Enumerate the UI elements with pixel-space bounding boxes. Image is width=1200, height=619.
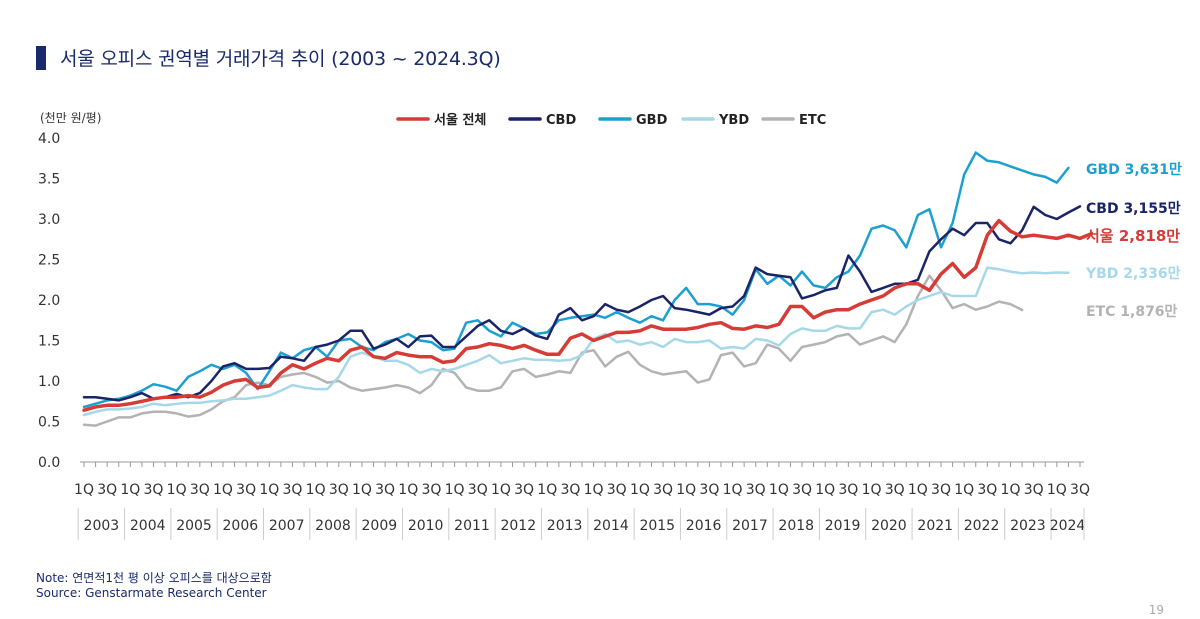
x-year-label: 2020 xyxy=(871,518,907,534)
x-quarter-label: 3Q xyxy=(97,482,117,498)
y-tick-label: 3.0 xyxy=(38,212,60,228)
x-quarter-label: 3Q xyxy=(746,482,766,498)
legend-label: 서울 전체 xyxy=(434,112,486,128)
x-quarter-label: 1Q xyxy=(537,482,557,498)
end-value-label: ETC 1,876만 xyxy=(1086,304,1178,320)
page-title: 서울 오피스 권역별 거래가격 추이 (2003 ~ 2024.3Q) xyxy=(60,48,501,70)
end-value-label: YBD 2,336만 xyxy=(1085,266,1181,282)
x-quarter-label: 3Q xyxy=(931,482,951,498)
y-tick-label: 1.5 xyxy=(38,334,60,350)
x-year-label: 2008 xyxy=(315,518,351,534)
y-tick-label: 0.0 xyxy=(38,455,60,471)
x-year-label: 2022 xyxy=(964,518,1000,534)
x-quarter-label: 1Q xyxy=(815,482,835,498)
x-quarter-label: 3Q xyxy=(421,482,441,498)
x-year-label: 2017 xyxy=(732,518,768,534)
y-tick-label: 4.0 xyxy=(38,131,60,147)
y-unit-label: (천만 원/평) xyxy=(40,110,101,125)
x-quarter-label: 1Q xyxy=(1001,482,1021,498)
y-tick-label: 2.0 xyxy=(38,293,60,309)
x-quarter-label: 3Q xyxy=(1070,482,1090,498)
legend-label: CBD xyxy=(546,113,576,128)
x-quarter-label: 3Q xyxy=(375,482,395,498)
y-tick-label: 3.5 xyxy=(38,172,60,188)
x-quarter-label: 3Q xyxy=(282,482,302,498)
x-quarter-label: 1Q xyxy=(630,482,650,498)
x-quarter-label: 1Q xyxy=(74,482,94,498)
x-quarter-label: 1Q xyxy=(769,482,789,498)
x-quarter-label: 3Q xyxy=(653,482,673,498)
x-year-label: 2009 xyxy=(362,518,398,534)
x-quarter-label: 3Q xyxy=(236,482,256,498)
x-quarter-label: 1Q xyxy=(306,482,326,498)
x-quarter-label: 3Q xyxy=(560,482,580,498)
x-quarter-label: 1Q xyxy=(584,482,604,498)
x-year-label: 2014 xyxy=(593,518,629,534)
x-quarter-label: 3Q xyxy=(329,482,349,498)
series-line-GBD xyxy=(82,151,1070,409)
x-quarter-label: 3Q xyxy=(607,482,627,498)
x-year-label: 2019 xyxy=(825,518,861,534)
x-quarter-label: 1Q xyxy=(1047,482,1067,498)
end-value-label: 서울 2,818만 xyxy=(1086,227,1180,245)
end-value-label: CBD 3,155만 xyxy=(1086,201,1181,217)
x-year-label: 2024 xyxy=(1050,518,1086,534)
x-year-label: 2023 xyxy=(1010,518,1046,534)
series-line-CBD xyxy=(82,205,1082,402)
y-tick-label: 2.5 xyxy=(38,253,60,269)
x-quarter-label: 1Q xyxy=(398,482,418,498)
x-year-label: 2016 xyxy=(686,518,722,534)
x-year-label: 2012 xyxy=(500,518,536,534)
x-quarter-label: 1Q xyxy=(491,482,511,498)
x-year-label: 2021 xyxy=(917,518,953,534)
x-quarter-label: 3Q xyxy=(699,482,719,498)
x-quarter-label: 3Q xyxy=(838,482,858,498)
x-year-label: 2010 xyxy=(408,518,444,534)
x-quarter-label: 1Q xyxy=(908,482,928,498)
x-year-label: 2018 xyxy=(778,518,814,534)
x-quarter-label: 1Q xyxy=(445,482,465,498)
x-quarter-label: 3Q xyxy=(1024,482,1044,498)
title-block: 서울 오피스 권역별 거래가격 추이 (2003 ~ 2024.3Q) xyxy=(36,44,501,71)
x-year-label: 2015 xyxy=(639,518,675,534)
y-tick-label: 0.5 xyxy=(38,415,60,431)
x-quarter-label: 1Q xyxy=(676,482,696,498)
series-line-YBD xyxy=(82,266,1070,417)
x-year-label: 2005 xyxy=(176,518,212,534)
note-text: Note: 연면적1천 평 이상 오피스를 대상으로함 xyxy=(36,571,272,585)
x-year-label: 2006 xyxy=(223,518,259,534)
x-quarter-label: 1Q xyxy=(167,482,187,498)
x-quarter-label: 3Q xyxy=(514,482,534,498)
legend-label: YBD xyxy=(718,113,749,128)
x-quarter-label: 1Q xyxy=(120,482,140,498)
x-quarter-label: 1Q xyxy=(862,482,882,498)
series-line-서울 전체 xyxy=(82,218,1094,412)
page-number: 19 xyxy=(1148,603,1164,617)
source-text: Source: Genstarmate Research Center xyxy=(36,586,267,600)
x-quarter-label: 1Q xyxy=(352,482,372,498)
series-line-ETC xyxy=(82,274,1024,427)
x-quarter-label: 3Q xyxy=(468,482,488,498)
x-quarter-label: 3Q xyxy=(190,482,210,498)
x-quarter-label: 3Q xyxy=(144,482,164,498)
end-value-label: GBD 3,631만 xyxy=(1086,162,1182,178)
x-year-label: 2007 xyxy=(269,518,305,534)
x-year-label: 2003 xyxy=(84,518,120,534)
x-year-label: 2004 xyxy=(130,518,166,534)
x-quarter-label: 1Q xyxy=(213,482,233,498)
x-quarter-label: 1Q xyxy=(954,482,974,498)
x-quarter-label: 1Q xyxy=(259,482,279,498)
x-quarter-label: 3Q xyxy=(792,482,812,498)
x-quarter-label: 1Q xyxy=(723,482,743,498)
x-quarter-label: 3Q xyxy=(977,482,997,498)
legend-label: GBD xyxy=(636,113,668,128)
legend-label: ETC xyxy=(799,113,826,128)
x-quarter-label: 3Q xyxy=(885,482,905,498)
x-year-label: 2013 xyxy=(547,518,583,534)
y-tick-label: 1.0 xyxy=(38,374,60,390)
title-marker xyxy=(36,45,46,70)
x-year-label: 2011 xyxy=(454,518,490,534)
